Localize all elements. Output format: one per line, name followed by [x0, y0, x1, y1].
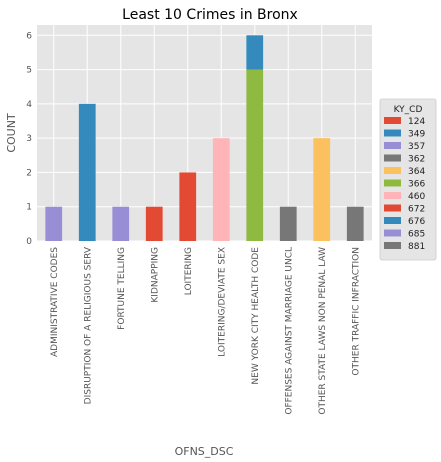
legend-label: 362 [408, 155, 425, 165]
legend-swatch [384, 167, 401, 174]
y-tick-label: 1 [26, 203, 32, 213]
bar-segment-881 [347, 207, 364, 241]
x-tick-label: LOITERING/DEVIATE SEX [217, 247, 227, 357]
legend-swatch [384, 142, 401, 149]
x-tick-label: DISRUPTION OF A RELIGIOUS SERV [83, 246, 93, 404]
legend-swatch [384, 117, 401, 124]
legend-swatch [384, 192, 401, 199]
y-tick-label: 0 [26, 237, 32, 247]
legend-swatch [384, 217, 401, 224]
bar-segment-357 [112, 207, 129, 241]
x-tick-label: FORTUNE TELLING [117, 247, 127, 330]
y-tick-label: 4 [26, 100, 32, 110]
legend-label: 881 [408, 242, 425, 252]
bar-segment-676 [246, 35, 263, 69]
legend-swatch [384, 130, 401, 137]
legend-swatch [384, 180, 401, 187]
legend-label: 366 [408, 180, 425, 190]
legend-swatch [384, 155, 401, 162]
x-tick-label: KIDNAPPING [150, 247, 160, 303]
legend-label: 460 [408, 192, 425, 202]
legend-title: KY_CD [394, 105, 423, 115]
legend-label: 685 [408, 230, 425, 240]
bar-segment-676 [79, 104, 96, 241]
x-tick-label: LOITERING [184, 247, 194, 295]
legend-swatch [384, 230, 401, 237]
y-ticks: 0 1 2 3 4 5 6 [26, 31, 32, 247]
legend-swatch [384, 242, 401, 249]
x-tick-label: OTHER TRAFFIC INFRACTION [351, 247, 361, 376]
y-tick-label: 2 [26, 168, 32, 178]
legend-label: 124 [408, 117, 425, 127]
y-tick-label: 5 [26, 66, 32, 76]
legend: KY_CD 124 349 357 362 364 366 460 672 676 685 881 [380, 99, 436, 260]
bar-segment-881 [280, 207, 297, 241]
y-tick-label: 3 [26, 134, 32, 144]
chart-title: Least 10 Crimes in Bronx [122, 7, 298, 23]
x-ticks: ADMINISTRATIVE CODES DISRUPTION OF A RELI… [50, 246, 362, 414]
legend-label: 676 [408, 217, 425, 227]
x-tick-label: ADMINISTRATIVE CODES [50, 247, 60, 357]
bar-segment-460 [213, 138, 230, 241]
y-tick-label: 6 [26, 31, 32, 41]
legend-label: 357 [408, 142, 425, 152]
legend-label: 349 [408, 130, 425, 140]
bar-segment-672 [146, 207, 163, 241]
legend-label: 672 [408, 205, 425, 215]
bar-segment-364 [313, 138, 330, 241]
x-tick-label: NEW YORK CITY HEALTH CODE [251, 247, 261, 385]
bar-segment-366 [246, 70, 263, 241]
bar-segment-672 [179, 172, 196, 241]
bar-segment-685 [45, 207, 62, 241]
legend-label: 364 [408, 167, 425, 177]
x-tick-label: OFFENSES AGAINST MARRIAGE UNCL [284, 247, 294, 415]
x-axis-label: OFNS_DSC [175, 445, 234, 458]
legend-swatch [384, 205, 401, 212]
x-tick-label: OTHER STATE LAWS NON PENAL LAW [318, 247, 328, 415]
y-axis-label: COUNT [5, 113, 18, 153]
